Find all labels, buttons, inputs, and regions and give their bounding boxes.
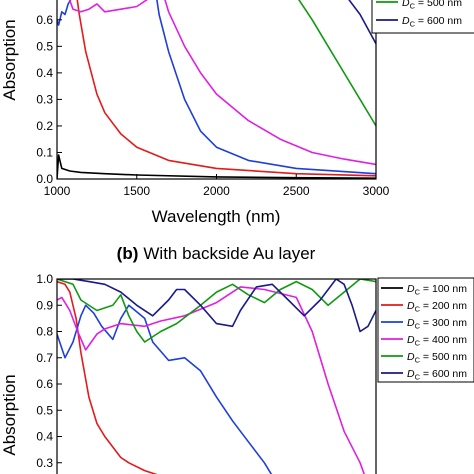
panel-b-y-tick-label: 0.7 bbox=[36, 351, 53, 365]
panel-b-y-tick-label: 0.9 bbox=[36, 298, 53, 312]
panel-a-legend: DC = 500 nm DC = 600 nm bbox=[371, 0, 474, 34]
panel-b-series-line bbox=[57, 286, 366, 474]
panel-a-x-tick-label: 2000 bbox=[203, 184, 230, 198]
panel-a-series-line bbox=[156, 0, 376, 175]
panel-b-legend-box bbox=[377, 277, 474, 383]
panel-a-plot-frame bbox=[56, 0, 377, 180]
panel-a-x-axis-title: Wavelength (nm) bbox=[152, 207, 281, 226]
panel-a-legend-label: DC = 600 nm bbox=[402, 15, 462, 29]
panel-b-legend: DC = 100 nm DC = 200 nm DC = 300 nm DC = 40… bbox=[377, 277, 474, 383]
panel-a-x-tick-label: 3000 bbox=[363, 184, 390, 198]
panel-b-chart: 0.3 0.4 0.5 0.6 0.7 0.8 0.9 1.0 Absorption DC =… bbox=[0, 272, 474, 474]
panel-a-x-tick-label: 2500 bbox=[283, 184, 310, 198]
panel-a-chart: 0.00.10.20.30.40.50.60.71000150020002500… bbox=[0, 0, 474, 226]
panel-a-series-line bbox=[76, 0, 376, 177]
panel-a-y-tick-label: 0.2 bbox=[36, 119, 53, 133]
panel-b-y-tick-label: 0.4 bbox=[36, 430, 53, 444]
panel-b-y-tick-label: 0.5 bbox=[36, 403, 53, 417]
panel-a-series-line bbox=[57, 154, 376, 179]
panel-a-series-line bbox=[348, 0, 376, 45]
panel-b-legend-label: DC = 200 nm bbox=[407, 300, 467, 314]
panel-b-series-line bbox=[57, 279, 376, 333]
panel-b-legend-label: DC = 600 nm bbox=[407, 368, 467, 382]
panel-a-y-tick-label: 0.5 bbox=[36, 39, 53, 53]
panel-a-series-line bbox=[57, 0, 72, 26]
panel-b-y-tick-label: 0.8 bbox=[36, 325, 53, 339]
panel-b-y-tick-label: 1.0 bbox=[36, 272, 53, 286]
panel-a-y-tick-label: 0.1 bbox=[36, 145, 53, 159]
panel-a-series-line bbox=[68, 0, 148, 13]
panel-b-y-tick-label: 0.6 bbox=[36, 377, 53, 391]
panel-a-y-tick-label: 0.6 bbox=[36, 13, 53, 27]
panel-a-legend-label: DC = 500 nm bbox=[402, 0, 462, 11]
panel-b-y-tick-label: 0.3 bbox=[36, 456, 53, 470]
panel-b-title-text: With backside Au layer bbox=[143, 244, 315, 263]
panel-a-x-tick-label: 1500 bbox=[123, 184, 150, 198]
panel-a-y-tick-label: 0.3 bbox=[36, 92, 53, 106]
panel-a-legend-box bbox=[371, 0, 474, 34]
panel-a-series-line bbox=[164, 0, 376, 166]
panel-a-x-tick-label: 1000 bbox=[44, 184, 71, 198]
panel-b-legend-label: DC = 400 nm bbox=[407, 334, 467, 348]
panel-b-title: (b) With backside Au layer bbox=[117, 244, 316, 263]
panel-a-y-axis-title: Absorption bbox=[0, 19, 19, 100]
panel-b-y-axis-title: Absorption bbox=[0, 374, 19, 455]
panel-b-series-line bbox=[57, 304, 273, 474]
panel-a-y-tick-label: 0.4 bbox=[36, 66, 53, 80]
panel-b-legend-label: DC = 300 nm bbox=[407, 317, 467, 331]
panel-a-series-line bbox=[298, 0, 376, 127]
panel-b-legend-label: DC = 500 nm bbox=[407, 351, 467, 365]
panel-b-label: (b) bbox=[117, 244, 139, 263]
panel-b-series-line bbox=[57, 280, 158, 474]
panel-b-legend-label: DC = 100 nm bbox=[407, 283, 467, 297]
panel-a-y-tick-label: 0.0 bbox=[36, 172, 53, 186]
